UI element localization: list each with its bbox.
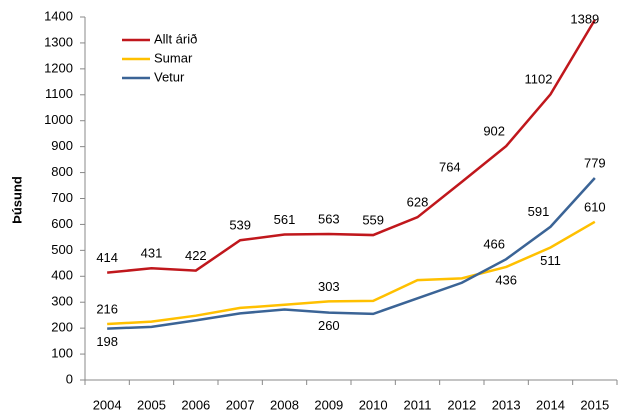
legend-label: Vetur: [154, 69, 185, 84]
x-tick-label: 2006: [181, 397, 210, 412]
y-tick-label: 300: [51, 294, 73, 309]
y-tick-label: 200: [51, 320, 73, 335]
x-tick-label: 2009: [314, 397, 343, 412]
data-label: 902: [483, 124, 505, 139]
y-tick-label: 500: [51, 242, 73, 257]
y-tick-label: 1000: [44, 112, 73, 127]
x-tick-label: 2013: [492, 397, 521, 412]
series-line: [107, 220, 596, 326]
data-label: 422: [185, 248, 207, 263]
y-tick-label: 1200: [44, 60, 73, 75]
data-label: 561: [274, 212, 296, 227]
data-label: 779: [584, 155, 606, 170]
data-label: 591: [528, 204, 550, 219]
x-tick-label: 2015: [580, 397, 609, 412]
series-line: [107, 19, 596, 274]
x-tick-label: 2005: [137, 397, 166, 412]
data-label: 303: [318, 279, 340, 294]
legend-label: Sumar: [154, 50, 193, 65]
legend-label: Allt árið: [154, 31, 197, 46]
data-label: 563: [318, 211, 340, 226]
y-axis-label: Þúsund: [9, 176, 24, 224]
y-tick-label: 600: [51, 216, 73, 231]
x-tick-label: 2011: [404, 397, 432, 412]
data-label: 466: [483, 237, 505, 252]
data-label: 260: [318, 318, 340, 333]
y-tick-label: 0: [66, 371, 73, 386]
data-label: 216: [96, 301, 118, 316]
data-label: 539: [229, 218, 251, 233]
x-tick-label: 2007: [226, 397, 255, 412]
data-label: 414: [96, 250, 118, 265]
series-line: [107, 177, 596, 330]
x-tick-label: 2014: [536, 397, 565, 412]
data-label: 764: [439, 159, 461, 174]
y-tick-label: 1300: [44, 34, 73, 49]
y-tick-label: 1400: [44, 8, 73, 23]
data-label: 431: [141, 246, 163, 261]
data-label: 1102: [525, 72, 553, 87]
data-label: 1389: [570, 11, 599, 26]
y-tick-label: 800: [51, 164, 73, 179]
x-tick-label: 2010: [359, 397, 388, 412]
data-label: 628: [407, 195, 429, 210]
data-label: 198: [96, 334, 118, 349]
x-tick-label: 2004: [93, 397, 122, 412]
y-tick-label: 900: [51, 138, 73, 153]
y-tick-label: 400: [51, 268, 73, 283]
y-tick-label: 700: [51, 190, 73, 205]
x-tick-label: 2008: [270, 397, 299, 412]
x-tick-label: 2012: [447, 397, 476, 412]
y-tick-label: 100: [51, 346, 73, 361]
data-label: 436: [495, 272, 517, 287]
y-tick-label: 1100: [45, 86, 73, 101]
data-label: 511: [540, 253, 561, 268]
data-label: 559: [362, 212, 384, 227]
data-label: 610: [584, 199, 606, 214]
